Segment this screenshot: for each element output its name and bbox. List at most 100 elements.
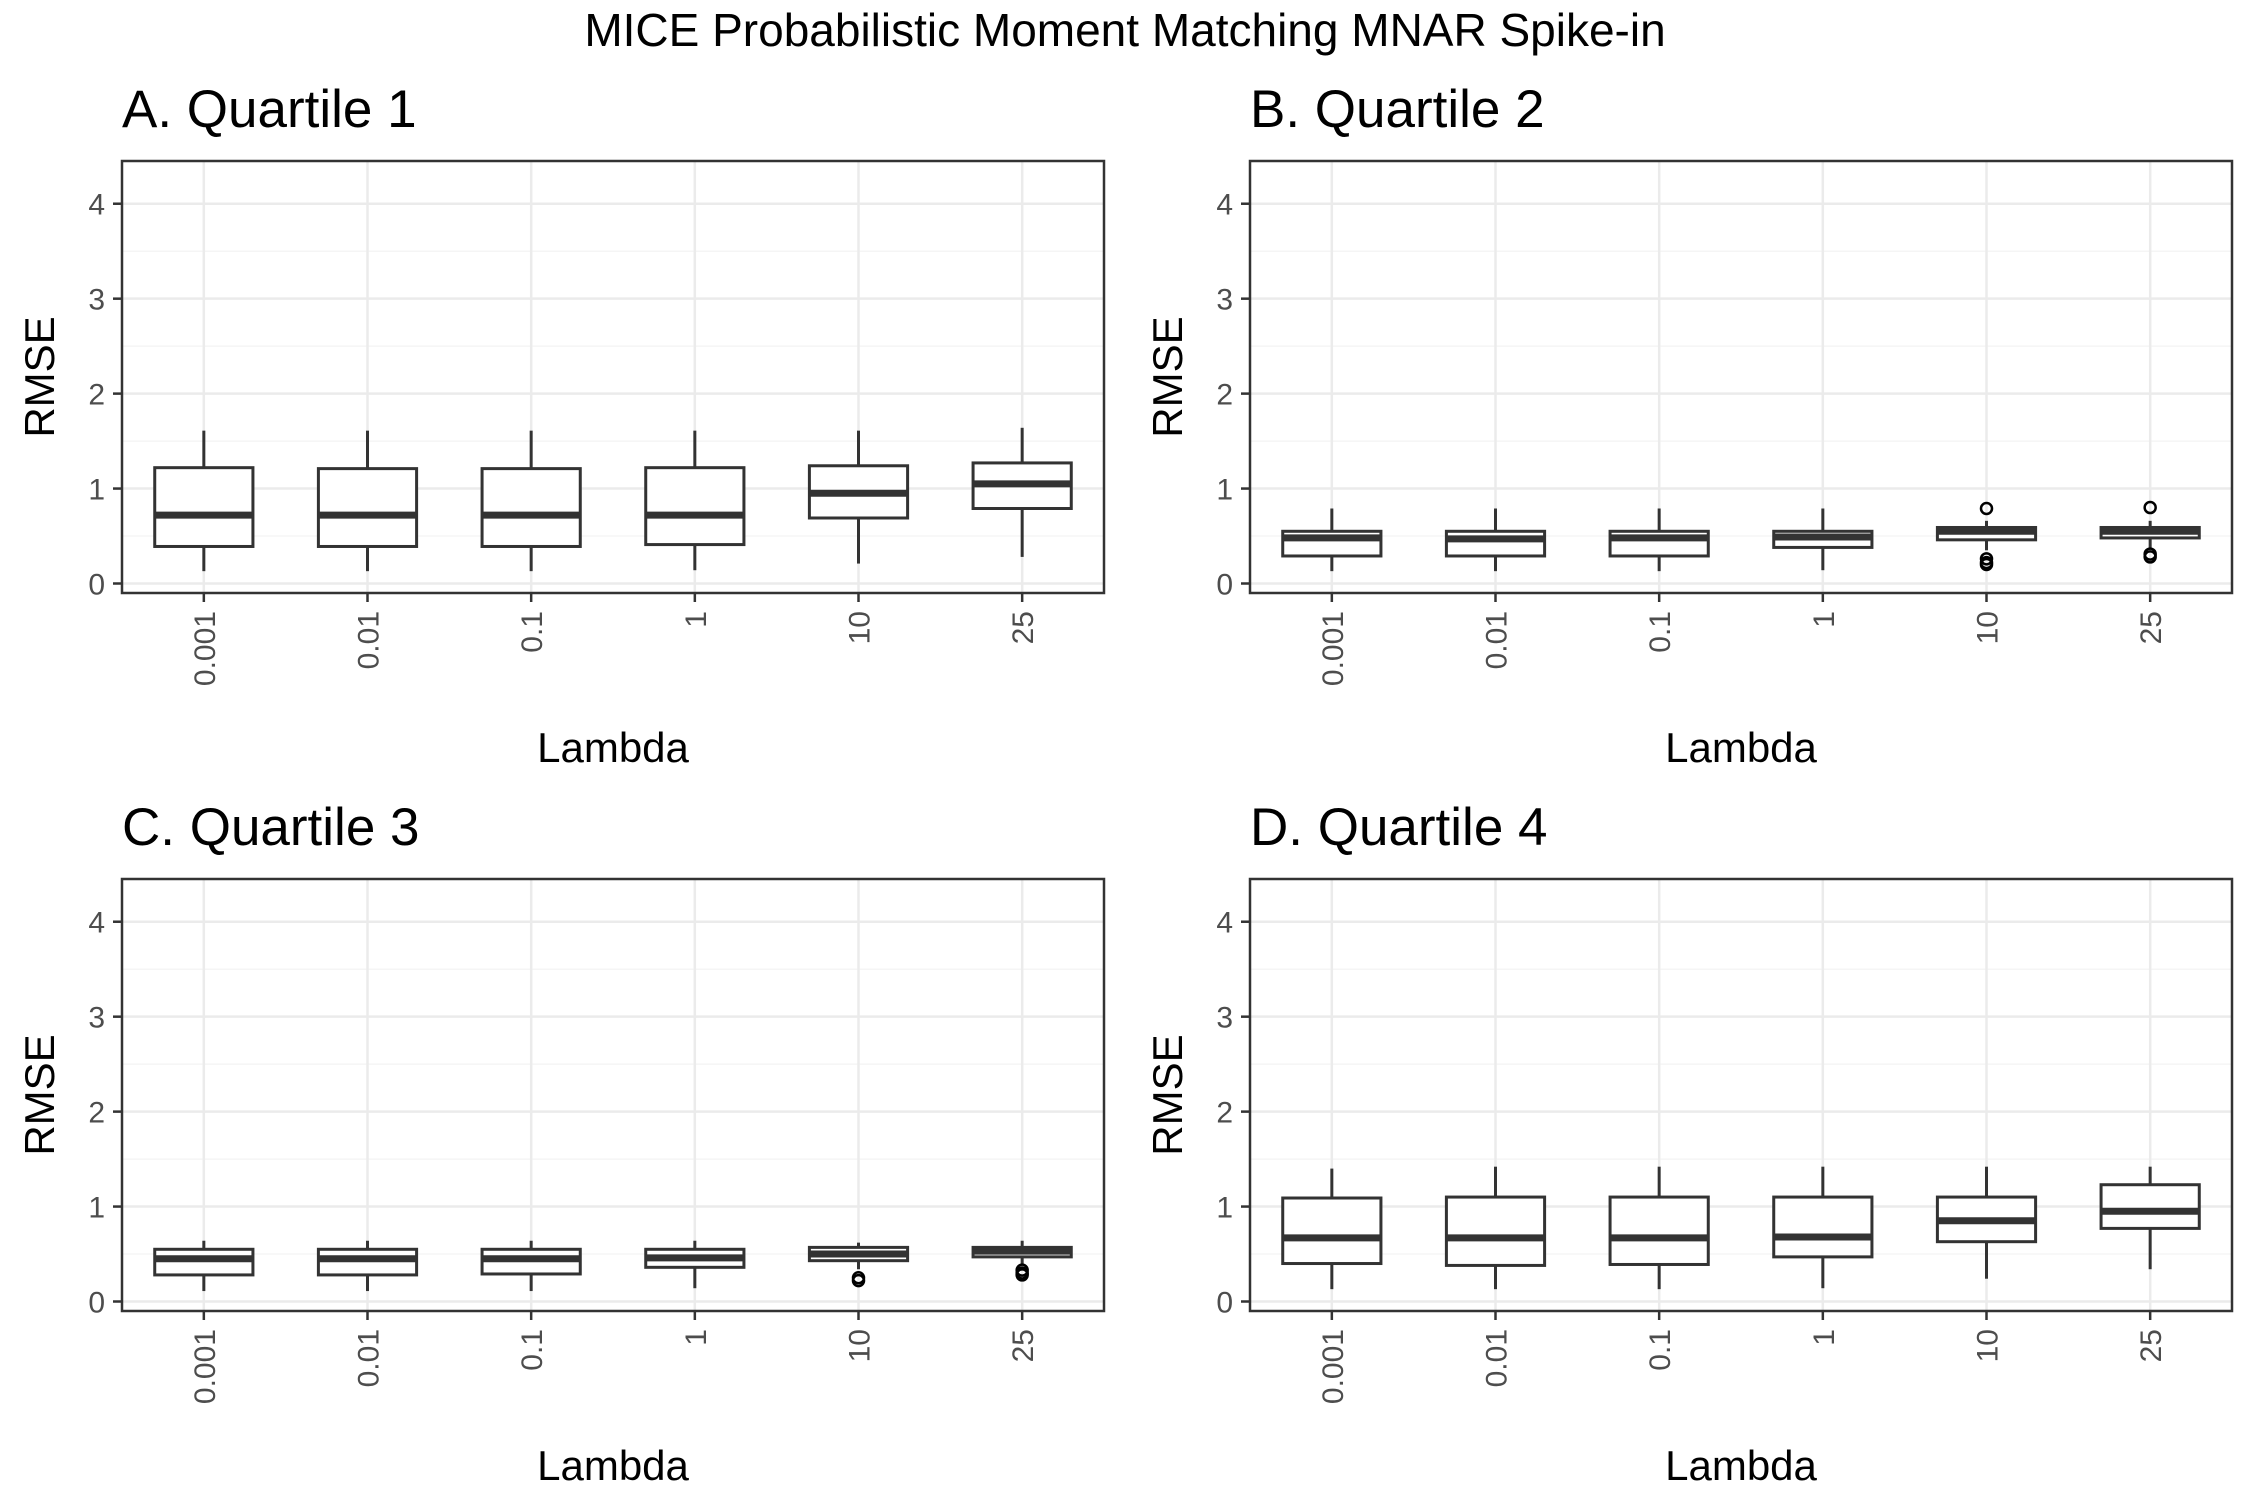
x-tick-label: 0.001 (189, 1329, 222, 1404)
box-1 (1772, 1166, 1874, 1289)
plot-area (1250, 879, 2232, 1311)
x-tick-label: 0.001 (189, 611, 222, 686)
box-0.001 (153, 1240, 255, 1292)
y-tick-label: 0 (88, 1287, 105, 1320)
y-tick-label: 0 (1216, 1287, 1233, 1320)
grid-lines (1250, 879, 2232, 1311)
y-tick-label: 2 (1216, 379, 1233, 412)
box-1 (644, 430, 746, 571)
box-body (1444, 529, 1547, 558)
x-axis-title: Lambda (537, 724, 689, 771)
x-tick-label: 25 (2135, 611, 2168, 644)
box-body (316, 467, 419, 548)
panel-border (120, 159, 1106, 595)
box-body (1772, 1195, 1874, 1259)
box-0.001 (153, 430, 255, 572)
box-body (1281, 1196, 1383, 1266)
x-tick-label: 1 (1808, 1329, 1841, 1346)
grid-lines (122, 879, 1104, 1311)
outlier-point (1015, 1268, 1029, 1282)
x-tick-label: 25 (1007, 1329, 1040, 1362)
box-body (480, 467, 582, 548)
box-10 (1935, 501, 2038, 572)
x-tick-label: 0.001 (1317, 611, 1350, 686)
x-tick-label: 1 (1808, 611, 1841, 628)
panel-3: C. Quartile 3 0 1 2 3 4 0.001 0.01 0.1 1 10 25 Lambd… (16, 798, 1106, 1489)
box-25 (2099, 1166, 2201, 1270)
box-body (2099, 1183, 2201, 1230)
panel-title: C. Quartile 3 (122, 798, 420, 857)
box-0.01 (316, 1240, 419, 1292)
y-tick-label: 0 (88, 569, 105, 602)
box-0.1 (480, 1240, 582, 1292)
box-10 (807, 1242, 910, 1288)
plot-area (1250, 161, 2232, 593)
y-tick-label: 3 (88, 1002, 105, 1035)
y-tick-label: 1 (88, 1192, 105, 1225)
panel-title: D. Quartile 4 (1250, 798, 1548, 857)
y-tick-label: 1 (1216, 1192, 1233, 1225)
x-tick-label: 0.01 (1481, 611, 1514, 669)
x-tick-label: 0.1 (516, 611, 549, 653)
y-tick-label: 3 (1216, 1002, 1233, 1035)
box-25 (2099, 500, 2201, 564)
box-0.001 (1281, 1168, 1383, 1290)
x-tick-label: 0.001 (1317, 1329, 1350, 1404)
x-tick-label: 1 (680, 1329, 713, 1346)
box-body (644, 466, 746, 547)
y-tick-label: 3 (88, 284, 105, 317)
box-25 (971, 427, 1073, 557)
plot-area (122, 879, 1104, 1311)
panel-border (1248, 877, 2234, 1313)
box-body (1608, 1195, 1710, 1266)
figure-title: MICE Probabilistic Moment Matching MNAR … (584, 4, 1665, 56)
x-tick-label: 0.01 (353, 1329, 386, 1387)
box-0.01 (316, 430, 419, 572)
x-tick-label: 10 (844, 611, 877, 644)
box-0.1 (480, 430, 582, 572)
y-tick-label: 4 (1216, 189, 1233, 222)
box-0.1 (1608, 1166, 1710, 1290)
outlier-point (2143, 500, 2157, 515)
box-0.01 (1444, 1166, 1547, 1290)
panel-border (120, 877, 1106, 1313)
outlier-point (2143, 550, 2157, 564)
y-axis-title: RMSE (1144, 316, 1191, 437)
x-tick-label: 0.01 (353, 611, 386, 669)
box-body (153, 466, 255, 548)
y-tick-label: 4 (1216, 907, 1233, 940)
box-1 (644, 1240, 746, 1289)
panel-border (1248, 159, 2234, 595)
box-0.1 (1608, 508, 1710, 572)
x-tick-label: 0.1 (1644, 1329, 1677, 1371)
box-0.001 (1281, 508, 1383, 572)
plot-area (122, 161, 1104, 593)
y-tick-label: 2 (88, 1097, 105, 1130)
box-10 (1935, 1166, 2038, 1279)
panel-2: B. Quartile 2 0 1 2 3 4 0.001 0.01 0.1 1 10 25 Lambd… (1144, 80, 2234, 771)
y-tick-label: 2 (1216, 1097, 1233, 1130)
y-tick-label: 1 (88, 474, 105, 507)
x-tick-label: 1 (680, 611, 713, 628)
panel-title: A. Quartile 1 (122, 80, 417, 139)
x-axis-title: Lambda (537, 1442, 689, 1489)
x-axis-title: Lambda (1665, 724, 1817, 771)
x-tick-label: 25 (1007, 611, 1040, 644)
x-tick-label: 0.1 (516, 1329, 549, 1371)
box-1 (1772, 508, 1874, 571)
box-body (1444, 1195, 1547, 1267)
y-tick-label: 2 (88, 379, 105, 412)
x-tick-label: 10 (1972, 611, 2005, 644)
x-tick-label: 0.1 (1644, 611, 1677, 653)
y-tick-label: 1 (1216, 474, 1233, 507)
y-axis-title: RMSE (1144, 1034, 1191, 1155)
y-axis-title: RMSE (16, 316, 63, 437)
x-tick-label: 25 (2135, 1329, 2168, 1362)
x-tick-label: 0.01 (1481, 1329, 1514, 1387)
box-25 (971, 1240, 1073, 1282)
y-tick-label: 0 (1216, 569, 1233, 602)
y-tick-label: 4 (88, 907, 105, 940)
outlier-point (1979, 501, 1994, 516)
y-axis-title: RMSE (16, 1034, 63, 1155)
